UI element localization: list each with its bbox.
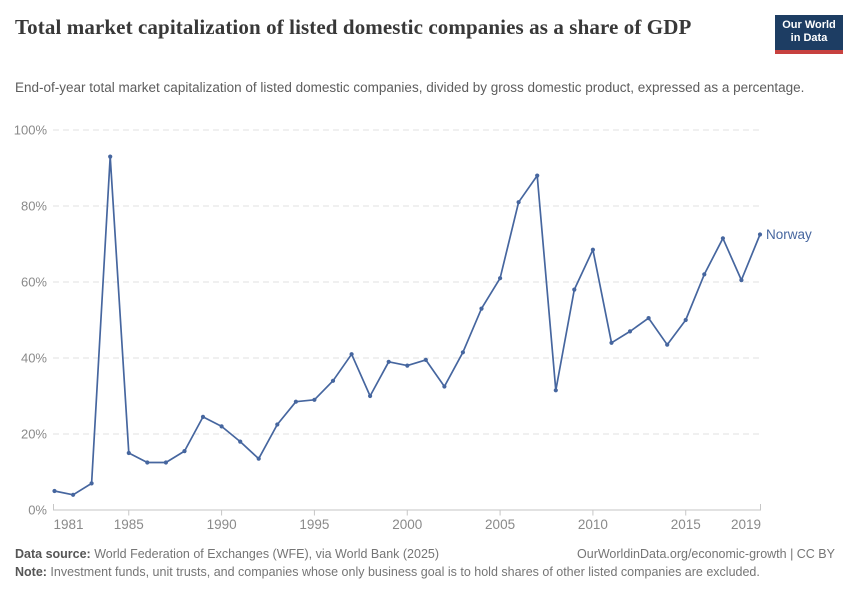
note-text: Note: Investment funds, unit trusts, and… bbox=[15, 565, 760, 579]
x-axis-label: 2005 bbox=[485, 517, 515, 532]
chart-footer: Data source: World Federation of Exchang… bbox=[15, 545, 835, 581]
x-axis-label: 2019 bbox=[731, 517, 761, 532]
owid-logo-line2: in Data bbox=[790, 32, 828, 44]
data-point bbox=[275, 422, 280, 427]
data-source-value: World Federation of Exchanges (WFE), via… bbox=[90, 547, 440, 561]
note-label: Note: bbox=[15, 565, 47, 579]
data-point bbox=[460, 350, 465, 355]
data-point bbox=[665, 342, 670, 347]
series-line bbox=[53, 155, 761, 496]
data-point bbox=[627, 329, 633, 334]
data-point bbox=[145, 460, 150, 465]
data-point bbox=[330, 378, 336, 383]
data-point bbox=[702, 272, 707, 277]
x-axis-label: 1981 bbox=[54, 517, 84, 532]
data-point bbox=[312, 397, 317, 402]
data-point bbox=[71, 492, 76, 497]
data-point bbox=[405, 363, 410, 368]
note-value: Investment funds, unit trusts, and compa… bbox=[46, 565, 760, 579]
owid-logo-line1: Our World bbox=[782, 19, 836, 31]
data-source-label: Data source: bbox=[15, 547, 91, 561]
owid-logo: Our World in Data bbox=[775, 15, 843, 54]
data-point bbox=[479, 306, 484, 311]
data-point bbox=[553, 388, 558, 393]
data-point bbox=[126, 450, 131, 456]
data-point bbox=[182, 449, 187, 454]
y-axis-label: 0% bbox=[28, 503, 47, 518]
data-point bbox=[757, 232, 763, 237]
data-point bbox=[368, 393, 373, 399]
y-axis-label: 20% bbox=[21, 427, 47, 442]
y-axis-label: 80% bbox=[21, 199, 47, 214]
x-axis-label: 1985 bbox=[114, 517, 144, 532]
data-point bbox=[349, 352, 354, 357]
data-point bbox=[386, 359, 391, 364]
data-point bbox=[293, 399, 298, 404]
x-axis-label: 2015 bbox=[671, 517, 701, 532]
y-axis-label: 100% bbox=[14, 123, 48, 138]
data-point bbox=[609, 340, 614, 345]
x-axis-label: 1990 bbox=[207, 517, 237, 532]
data-point bbox=[516, 200, 521, 205]
data-point bbox=[572, 287, 577, 292]
data-point bbox=[442, 384, 447, 389]
x-axis-label: 1995 bbox=[299, 517, 329, 532]
x-axis-label: 2000 bbox=[392, 517, 422, 532]
x-axis-label: 2010 bbox=[578, 517, 608, 532]
chart-subtitle: End-of-year total market capitalization … bbox=[15, 80, 805, 95]
data-point bbox=[739, 278, 744, 283]
data-point bbox=[256, 456, 261, 461]
series-label: Norway bbox=[766, 227, 812, 242]
data-point bbox=[89, 481, 94, 486]
data-point bbox=[646, 316, 651, 321]
line-chart: 0% 20% 40% 60% 80% 100% 1981 1985 1990 1995 2000 20… bbox=[14, 123, 812, 533]
data-point bbox=[720, 236, 726, 241]
data-point bbox=[52, 488, 57, 494]
data-source-text: Data source: World Federation of Exchang… bbox=[15, 545, 439, 563]
data-point bbox=[683, 317, 688, 323]
data-point bbox=[163, 460, 168, 465]
data-point bbox=[238, 439, 243, 444]
data-point bbox=[535, 173, 540, 178]
y-axis-label: 40% bbox=[21, 351, 47, 366]
data-point bbox=[219, 424, 224, 429]
data-point bbox=[498, 276, 503, 281]
data-point bbox=[108, 154, 113, 159]
data-point bbox=[200, 414, 206, 419]
y-axis-label: 60% bbox=[21, 275, 47, 290]
page-title: Total market capitalization of listed do… bbox=[15, 15, 692, 39]
data-point bbox=[590, 247, 596, 252]
owid-url-license: OurWorldinData.org/economic-growth | CC … bbox=[577, 547, 835, 561]
data-point bbox=[423, 357, 428, 362]
